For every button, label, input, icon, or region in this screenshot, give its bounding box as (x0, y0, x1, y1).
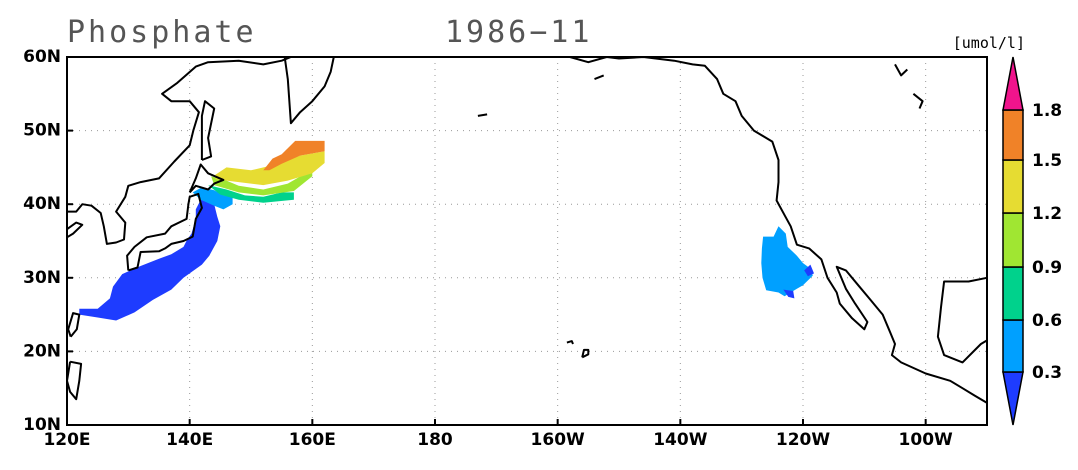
coastline (188, 163, 225, 194)
concentration-area (263, 140, 325, 171)
colorbar-segment (1002, 159, 1024, 214)
colorbar-segment (1002, 319, 1024, 373)
coastline (581, 348, 590, 359)
lat-label: 20N (23, 341, 61, 361)
lon-label: 160E (289, 430, 336, 450)
data-field (79, 140, 814, 321)
coastline (569, 56, 988, 404)
lon-label: 160W (531, 430, 585, 450)
colorbar-segment (1002, 109, 1024, 161)
lon-label: 180 (417, 430, 453, 450)
coastline (566, 340, 574, 345)
coastline (200, 100, 216, 161)
axes: 10N 20N 30N 40N 50N 60N 120E 140E 160E 180 160W 140… (23, 47, 953, 450)
lat-label: 30N (23, 268, 61, 288)
colorbar-label: 1.8 (1032, 101, 1062, 121)
lat-label: 10N (23, 415, 61, 435)
coastline (126, 192, 203, 272)
coastline (67, 56, 292, 245)
colorbar-segment (1002, 56, 1024, 111)
grid (67, 57, 987, 425)
lon-label: 100W (899, 430, 953, 450)
lon-label: 120E (43, 430, 90, 450)
concentration-area (192, 187, 233, 210)
lat-label: 60N (23, 47, 61, 67)
colorbar-label: 1.5 (1032, 151, 1062, 171)
coastline (477, 113, 488, 117)
concentration-area (783, 289, 795, 299)
concentration-area (79, 199, 221, 321)
coastlines (66, 56, 988, 404)
concentration-area (761, 226, 813, 297)
colorbar-segment (1002, 212, 1024, 268)
units: [umol/l] (953, 34, 1025, 52)
coastline (894, 63, 908, 77)
coastline (66, 221, 84, 239)
coastline (66, 360, 83, 401)
colorbar: 0.3 0.6 0.9 1.2 1.5 1.8 (1002, 56, 1062, 426)
colorbar-label: 0.6 (1032, 311, 1062, 331)
coastline (67, 312, 81, 338)
lon-label: 140E (166, 430, 213, 450)
map-frame (66, 56, 988, 426)
lat-label: 50N (23, 121, 61, 141)
concentration-area (804, 264, 814, 277)
concentration-area (211, 167, 313, 196)
coastline (936, 276, 988, 364)
lat-label: 40N (23, 194, 61, 214)
colorbar-segment (1002, 266, 1024, 321)
colorbar-label: 1.2 (1032, 204, 1062, 224)
coastline (912, 93, 924, 109)
colorbar-label: 0.3 (1032, 363, 1062, 383)
coastline (594, 74, 605, 81)
colorbar-label: 0.9 (1032, 258, 1062, 278)
concentration-area (208, 185, 294, 203)
title: Phosphate (67, 15, 257, 50)
coastline (283, 56, 335, 125)
colorbar-segment (1002, 371, 1024, 426)
date: 1986−11 (445, 15, 592, 50)
lon-label: 140W (653, 430, 707, 450)
lon-label: 120W (776, 430, 830, 450)
